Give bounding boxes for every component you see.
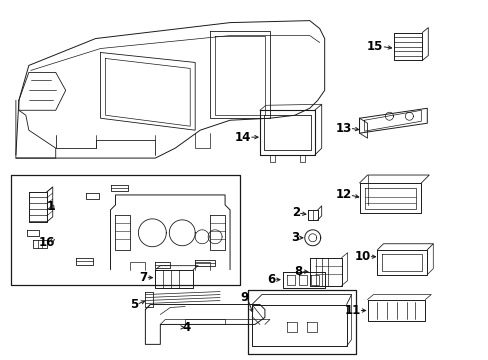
Text: 12: 12 xyxy=(335,188,351,202)
Text: 6: 6 xyxy=(267,273,275,286)
Text: 15: 15 xyxy=(366,40,383,53)
Text: 10: 10 xyxy=(353,250,370,263)
Text: 9: 9 xyxy=(240,291,248,304)
Text: 2: 2 xyxy=(291,206,299,219)
Text: 7: 7 xyxy=(139,271,147,284)
Text: 4: 4 xyxy=(182,321,190,334)
Text: 14: 14 xyxy=(234,131,250,144)
Text: 16: 16 xyxy=(38,236,55,249)
Text: 11: 11 xyxy=(344,304,360,317)
Text: 13: 13 xyxy=(335,122,351,135)
Text: 5: 5 xyxy=(130,298,138,311)
Text: 3: 3 xyxy=(291,231,299,244)
Text: 1: 1 xyxy=(46,201,55,213)
Text: 8: 8 xyxy=(294,265,302,278)
